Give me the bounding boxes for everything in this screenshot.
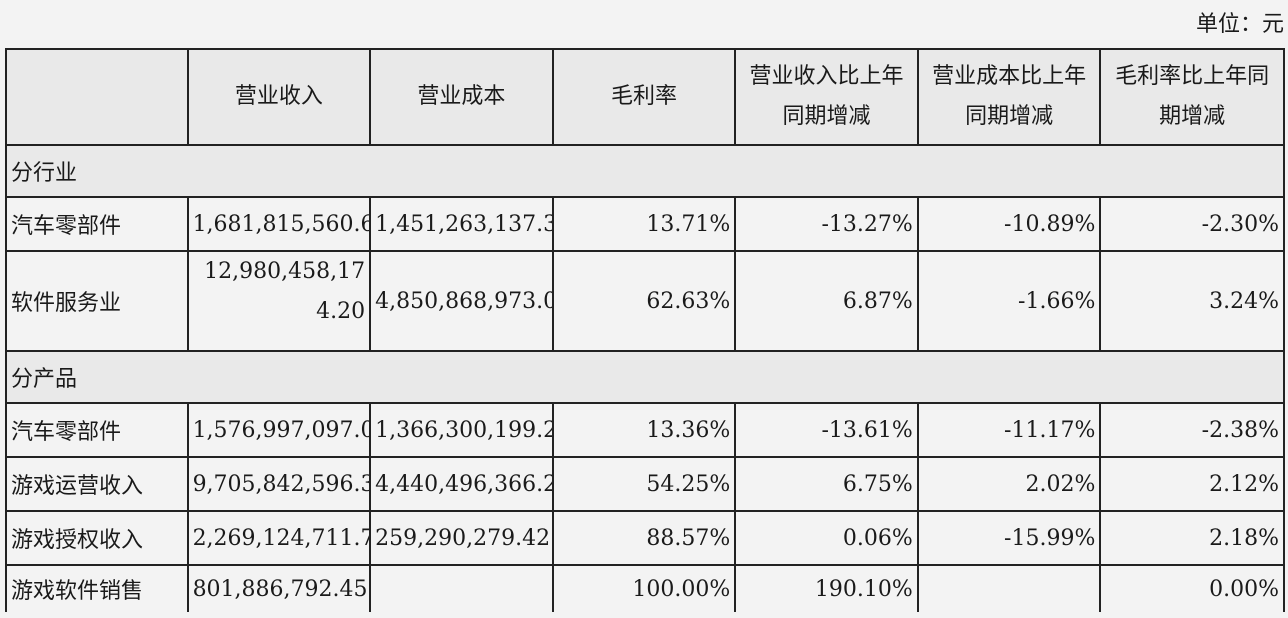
cell-margin: 88.57%: [551, 510, 737, 566]
section-row-product: 分产品: [5, 350, 1285, 404]
header-margin-change: 毛利率比上年同期增减: [1099, 48, 1285, 146]
cell-revenue-change: -13.61%: [734, 402, 919, 458]
cell-margin-change: 3.24%: [1099, 250, 1285, 352]
cell-revenue-change: 6.75%: [734, 456, 919, 512]
cell-margin: 13.71%: [551, 196, 737, 252]
section-label: 分产品: [5, 350, 1285, 404]
cell-revenue-change: 6.87%: [734, 250, 919, 352]
unit-label: 单位：元: [1195, 12, 1284, 37]
row-name: 软件服务业: [5, 250, 189, 352]
header-revenue: 营业收入: [186, 48, 372, 146]
cell-revenue-change: 190.10%: [734, 564, 919, 612]
table-row: 汽车零部件 1,681,815,560.60 1,451,263,137.34 …: [5, 196, 1285, 252]
cell-revenue: 2,269,124,711.73: [186, 510, 372, 566]
cell-margin: 62.63%: [551, 250, 737, 352]
row-name: 汽车零部件: [5, 402, 189, 458]
cell-margin-change: -2.38%: [1099, 402, 1285, 458]
cell-cost-change: 2.02%: [916, 456, 1102, 512]
cell-cost: 1,451,263,137.34: [369, 196, 554, 252]
cell-cost: 4,440,496,366.28: [369, 456, 554, 512]
cell-cost: 1,366,300,199.28: [369, 402, 554, 458]
cell-margin: 54.25%: [551, 456, 737, 512]
cell-revenue-change: 0.06%: [734, 510, 919, 566]
cell-cost-change: -1.66%: [916, 250, 1102, 352]
row-name: 游戏运营收入: [5, 456, 189, 512]
cell-margin-change: 0.00%: [1099, 564, 1285, 612]
section-label: 分行业: [5, 144, 1285, 198]
cell-cost: [369, 564, 554, 612]
header-blank: [5, 48, 189, 146]
cell-margin: 13.36%: [551, 402, 737, 458]
table-row: 汽车零部件 1,576,997,097.06 1,366,300,199.28 …: [5, 402, 1285, 458]
cell-cost: 4,850,868,973.02: [369, 250, 554, 352]
cell-cost-change: -15.99%: [916, 510, 1102, 566]
cell-revenue: 12,980,458,174.20: [186, 250, 372, 352]
header-cost-change: 营业成本比上年同期增减: [916, 48, 1102, 146]
table-row: 游戏授权收入 2,269,124,711.73 259,290,279.42 8…: [5, 510, 1285, 566]
cell-revenue: 801,886,792.45: [186, 564, 372, 612]
row-name: 游戏软件销售: [5, 564, 189, 612]
header-revenue-change: 营业收入比上年同期增减: [734, 48, 919, 146]
cell-margin-change: 2.18%: [1099, 510, 1285, 566]
section-row-industry: 分行业: [5, 144, 1285, 198]
table-row: 游戏运营收入 9,705,842,596.31 4,440,496,366.28…: [5, 456, 1285, 512]
cell-margin-change: -2.30%: [1099, 196, 1285, 252]
table-row: 游戏软件销售 801,886,792.45 100.00% 190.10% 0.…: [5, 564, 1285, 612]
cell-cost: 259,290,279.42: [369, 510, 554, 566]
table-row: 软件服务业 12,980,458,174.20 4,850,868,973.02…: [5, 250, 1285, 352]
header-cost: 营业成本: [369, 48, 554, 146]
cell-cost-change: -11.17%: [916, 402, 1102, 458]
header-row: 营业收入 营业成本 毛利率 营业收入比上年同期增减 营业成本比上年同期增减 毛利…: [5, 48, 1285, 146]
row-name: 游戏授权收入: [5, 510, 189, 566]
row-name: 汽车零部件: [5, 196, 189, 252]
cell-margin-change: 2.12%: [1099, 456, 1285, 512]
cell-revenue: 1,681,815,560.60: [186, 196, 372, 252]
cell-margin: 100.00%: [551, 564, 737, 612]
header-margin: 毛利率: [551, 48, 737, 146]
financial-table: 营业收入 营业成本 毛利率 营业收入比上年同期增减 营业成本比上年同期增减 毛利…: [5, 48, 1285, 612]
cell-revenue: 1,576,997,097.06: [186, 402, 372, 458]
cell-revenue: 9,705,842,596.31: [186, 456, 372, 512]
cell-cost-change: [916, 564, 1102, 612]
cell-cost-change: -10.89%: [916, 196, 1102, 252]
cell-revenue-change: -13.27%: [734, 196, 919, 252]
